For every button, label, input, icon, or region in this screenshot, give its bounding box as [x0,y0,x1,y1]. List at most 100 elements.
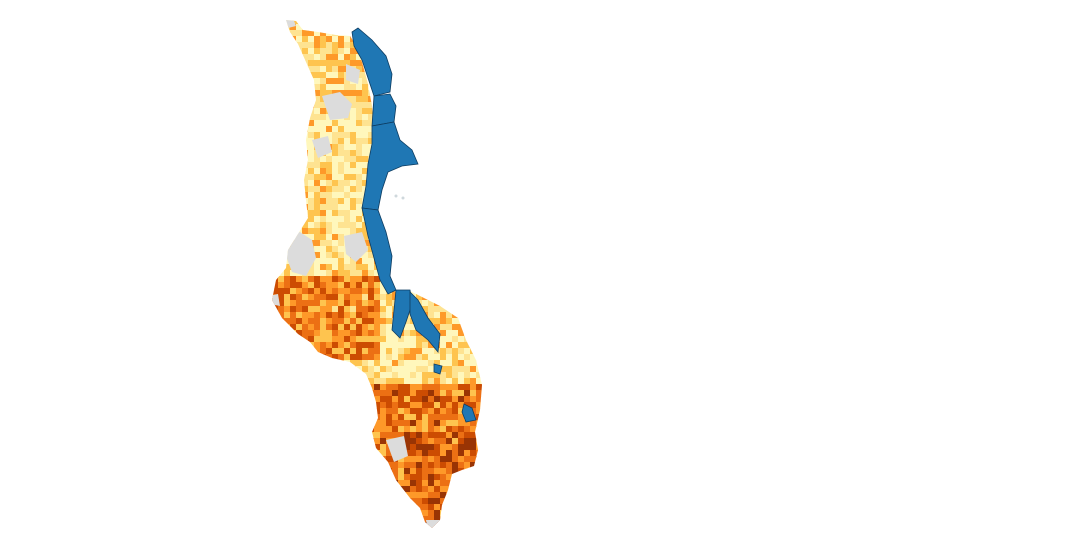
grid-cell [410,396,417,403]
grid-cell [476,60,482,67]
grid-cell [446,486,453,493]
grid-cell [404,282,411,289]
grid-cell [476,378,482,385]
grid-cell [332,84,339,91]
grid-cell [470,498,477,505]
grid-cell [470,264,477,271]
grid-cell [470,324,477,331]
grid-cell [290,402,297,409]
grid-cell [410,414,417,421]
grid-cell [452,348,459,355]
grid-cell [356,144,363,151]
grid-cell [446,234,453,241]
grid-cell [470,474,477,481]
grid-cell [422,252,429,259]
grid-cell [380,390,387,397]
grid-cell [482,150,488,156]
grid-cell [470,20,477,25]
grid-cell [278,162,285,169]
grid-cell [326,30,333,37]
grid-cell [386,504,393,511]
grid-cell [314,282,321,289]
grid-cell [356,492,363,499]
grid-cell [338,408,345,415]
grid-cell [272,234,279,241]
grid-cell [482,366,488,372]
grid-cell [344,156,351,163]
grid-cell [314,72,321,79]
grid-cell [410,372,417,379]
grid-cell [320,162,327,169]
grid-cell [272,90,273,97]
grid-cell [422,186,429,193]
grid-cell [410,468,417,475]
grid-cell [416,102,423,109]
grid-cell [410,336,417,343]
grid-cell [302,114,309,121]
grid-cell [314,84,321,91]
grid-cell [464,336,471,343]
grid-cell [326,216,333,223]
grid-cell [440,72,447,79]
grid-cell [464,396,471,403]
grid-cell [278,450,285,457]
grid-cell [362,354,369,361]
grid-cell [308,450,315,457]
grid-cell [398,66,405,73]
grid-cell [278,66,285,73]
grid-cell [470,216,477,223]
grid-cell [452,312,459,319]
grid-cell [392,258,399,265]
grid-cell [278,120,285,127]
grid-cell [272,174,273,181]
grid-cell [302,306,309,313]
grid-cell [410,426,417,433]
grid-cell [452,516,459,523]
grid-cell [428,282,435,289]
grid-cell [332,426,339,433]
grid-cell [272,210,273,217]
lake-segment [433,363,443,375]
grid-cell [458,444,465,451]
grid-cell [434,114,441,121]
grid-cell [344,204,351,211]
grid-cell [314,42,321,49]
grid-cell [476,24,482,31]
grid-cell [410,20,417,25]
grid-cell [326,312,333,319]
grid-cell [446,20,453,25]
grid-cell [410,462,417,469]
grid-cell [344,126,351,133]
grid-cell [350,102,357,109]
grid-cell [380,378,387,385]
grid-cell [416,504,423,511]
grid-cell [320,396,327,403]
grid-cell [326,330,333,337]
grid-cell [296,462,303,469]
grid-cell [470,150,477,157]
grid-cell [428,24,435,31]
grid-cell [356,384,363,391]
grid-cell [446,498,453,505]
grid-cell [482,60,488,66]
grid-cell [464,330,471,337]
grid-cell [308,198,315,205]
grid-cell [302,210,309,217]
grid-cell [278,180,285,187]
grid-cell [482,162,488,168]
grid-cell [344,336,351,343]
grid-cell [356,480,363,487]
grid-cell [272,252,273,259]
grid-cell [464,234,471,241]
grid-cell [404,78,411,85]
grid-cell [380,330,387,337]
grid-cell [368,462,375,469]
grid-cell [326,420,333,427]
grid-cell [350,294,357,301]
grid-cell [284,276,291,283]
grid-cell [308,228,315,235]
grid-cell [416,204,423,211]
grid-cell [452,204,459,211]
grid-cell [470,306,477,313]
grid-cell [290,150,297,157]
